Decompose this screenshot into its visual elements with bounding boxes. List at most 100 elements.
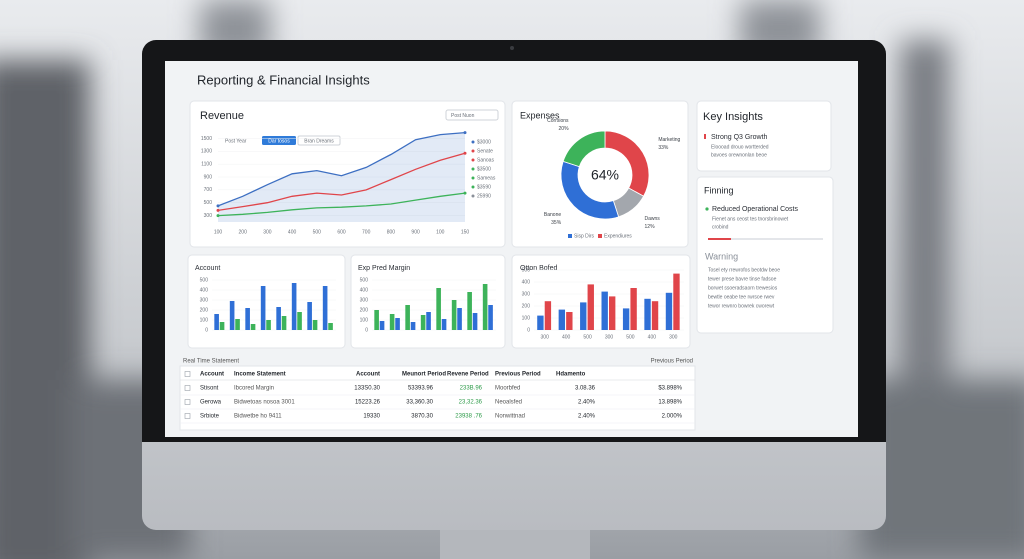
legend-label: Expendiures xyxy=(604,233,632,239)
column-header: Income Statement xyxy=(234,372,286,378)
insights-panel xyxy=(696,100,832,172)
table-cell: 2.40% xyxy=(578,400,596,406)
y-tick-label: 100 xyxy=(360,317,369,323)
bar xyxy=(482,284,488,330)
column-header: Account xyxy=(200,372,224,378)
period-label: Post Year xyxy=(225,138,247,144)
bar xyxy=(537,315,544,330)
warning-text: tewer prese bavre tinse fadsoe xyxy=(708,276,777,282)
column-header: Account xyxy=(356,372,380,378)
y-tick-label: 0 xyxy=(365,327,368,333)
table-cell: 23938 .76 xyxy=(455,414,482,420)
y-tick-label: 200 xyxy=(360,307,369,313)
x-tick-label: 900 xyxy=(411,229,420,235)
y-tick-label: 1100 xyxy=(201,161,212,167)
table-cell: 33,360.30 xyxy=(406,400,433,406)
slice-label: Corrsions xyxy=(547,118,569,124)
table-cell: Gerowa xyxy=(200,400,222,406)
bar xyxy=(322,286,328,330)
tab[interactable]: Dar tosos xyxy=(268,138,290,144)
bar xyxy=(665,292,673,330)
x-tick-label: 800 xyxy=(387,229,396,235)
y-tick-label: 100 xyxy=(522,315,531,321)
checkbox[interactable] xyxy=(184,399,191,405)
bar xyxy=(389,314,395,330)
bar xyxy=(630,288,637,330)
bar xyxy=(405,305,410,330)
dropdown-label[interactable]: Post Nuon xyxy=(451,113,475,119)
center-label: 64% xyxy=(591,167,619,183)
y-tick-label: 400 xyxy=(360,287,369,293)
point xyxy=(216,214,220,218)
table-cell: Bidwetoas nosoa 3001 xyxy=(234,400,295,406)
checkbox[interactable] xyxy=(184,385,191,391)
finning-text: Fienet ans ceost tes tnorsbrinowet xyxy=(712,216,789,222)
x-tick-label: 400 xyxy=(648,334,657,340)
bar xyxy=(467,292,472,330)
y-tick-label: 500 xyxy=(522,267,531,273)
bar xyxy=(451,300,457,330)
table-cell: Stisont xyxy=(200,386,219,392)
bar xyxy=(266,320,271,330)
tab[interactable]: Bran Dreams xyxy=(304,138,334,144)
y-tick-label: 500 xyxy=(200,277,209,283)
checkbox[interactable] xyxy=(184,413,191,419)
point xyxy=(463,191,467,195)
bar xyxy=(281,316,287,330)
bar xyxy=(441,319,447,330)
table-caption-right: Previous Period xyxy=(651,359,693,365)
bar xyxy=(488,305,493,330)
bar xyxy=(651,301,659,330)
panel-title: Exp Pred Margin xyxy=(358,265,410,272)
bar xyxy=(235,319,240,330)
x-tick-label: 150 xyxy=(461,229,470,235)
panel-title: Key Insights xyxy=(703,111,763,123)
x-tick-label: 300 xyxy=(669,334,678,340)
table-cell: 233B.96 xyxy=(460,386,483,392)
slice-label: Marketing xyxy=(658,137,680,143)
panel-title: Otton Bofed xyxy=(520,265,557,272)
bar xyxy=(558,309,566,330)
table-cell: 3870.30 xyxy=(411,414,433,420)
table-cell: 23,32.36 xyxy=(459,400,483,406)
x-tick-label: 600 xyxy=(337,229,346,235)
warning-text: tewor rewnro bowrek cworewt xyxy=(708,303,775,309)
point xyxy=(463,151,467,155)
bar xyxy=(395,318,400,330)
dropdown[interactable] xyxy=(445,109,499,121)
slice-label: Dawns xyxy=(645,216,661,222)
insight-item: Strong Q3 Growth xyxy=(711,134,768,141)
warning-text: bewtle oeabe tee rwrsoe rwev xyxy=(708,294,775,300)
bar xyxy=(260,286,266,330)
legend-label: 25990 xyxy=(477,193,491,199)
table-cell: 2.40% xyxy=(578,414,596,420)
slice-label: Banone xyxy=(544,212,561,218)
legend-label: Sanoas xyxy=(477,157,494,163)
legend-dot xyxy=(471,176,475,180)
y-tick-label: 0 xyxy=(205,327,208,333)
checkbox[interactable] xyxy=(184,371,191,377)
y-tick-label: 300 xyxy=(360,297,369,303)
legend-swatch xyxy=(568,234,572,238)
donut-segment xyxy=(562,130,606,168)
x-tick-label: 300 xyxy=(541,334,550,340)
table-cell: 53393.96 xyxy=(408,386,434,392)
table-cell: Bidwetbe ho 9411 xyxy=(234,414,282,420)
page-title: Reporting & Financial Insights xyxy=(197,72,370,87)
point xyxy=(463,131,467,135)
panel-title: Expenses xyxy=(520,110,560,120)
y-tick-label: 200 xyxy=(200,307,209,313)
panel-title: Finning xyxy=(704,185,734,195)
column-header: Revene Period xyxy=(447,372,489,378)
warning-text: Tosel ety rrewrofos beotdw beoe xyxy=(708,267,780,273)
y-tick-label: 500 xyxy=(204,200,213,206)
progress-fill xyxy=(708,238,731,240)
x-tick-label: 500 xyxy=(583,334,592,340)
bar xyxy=(229,301,235,330)
table-cell: Neoalsfed xyxy=(495,400,522,406)
table-cell: 15223.26 xyxy=(355,400,381,406)
table-cell: Nonwittnad xyxy=(495,414,525,420)
line xyxy=(217,152,466,212)
table-cell: Srbiote xyxy=(200,414,220,420)
